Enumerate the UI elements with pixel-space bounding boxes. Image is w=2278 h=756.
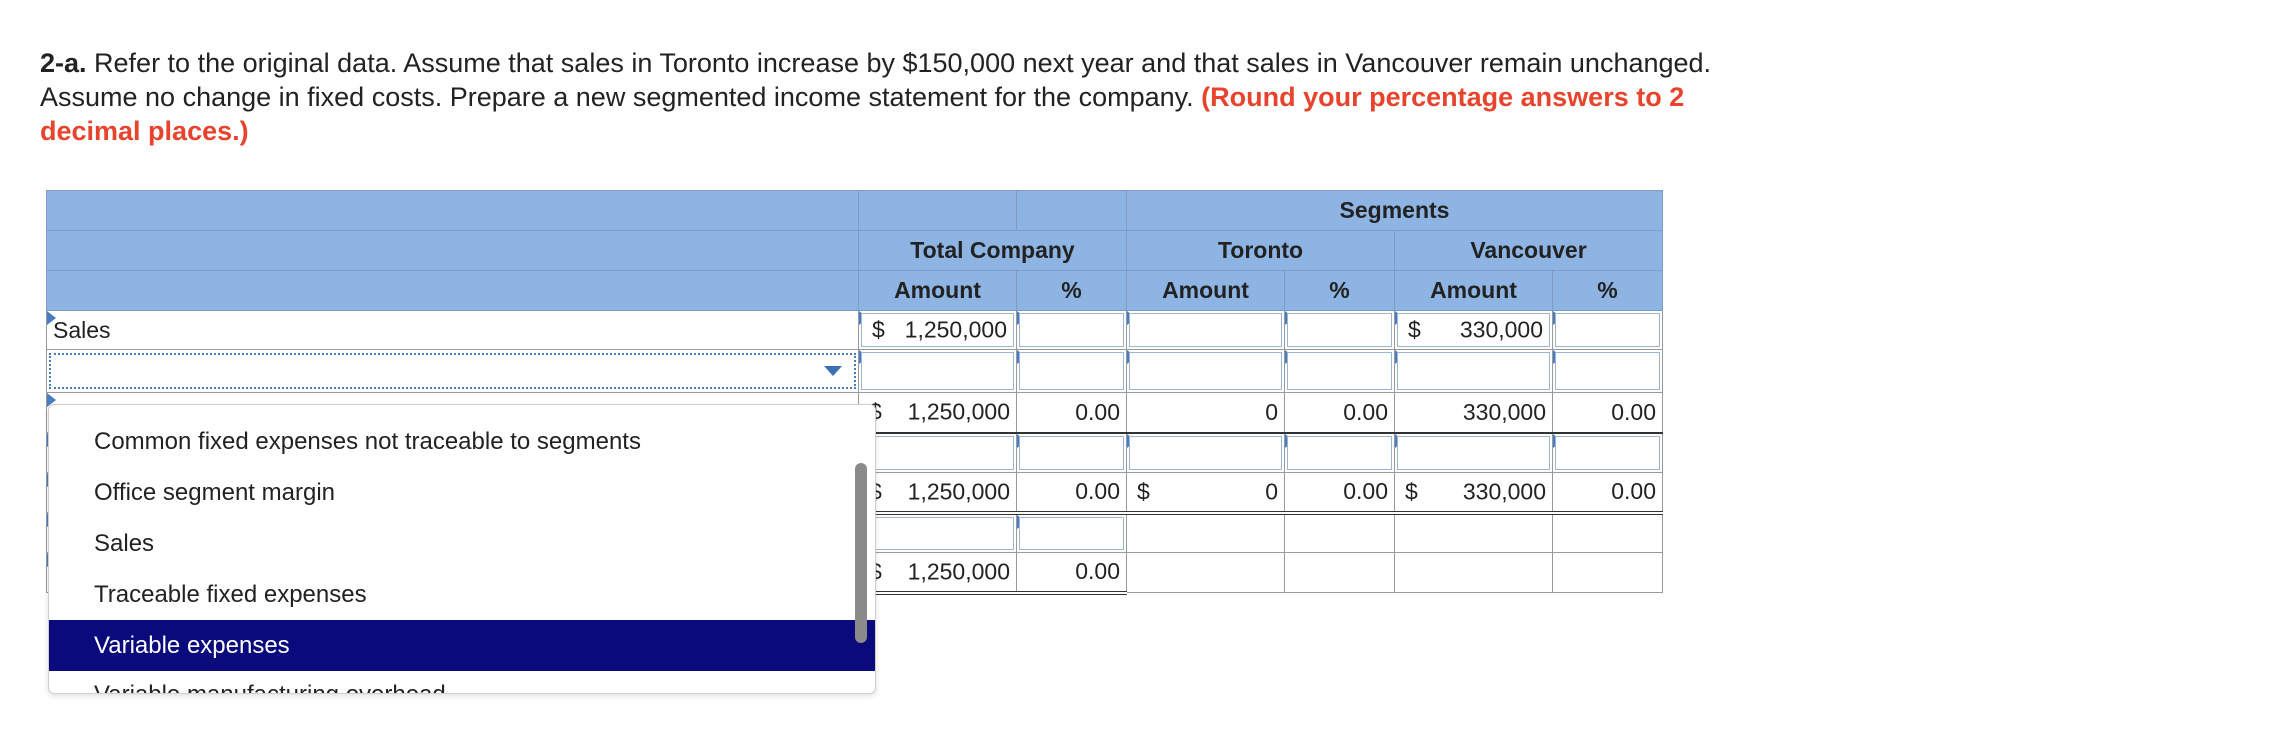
sales-toronto-percent-input[interactable] [1284, 310, 1395, 350]
row6-total-percent-input[interactable] [1016, 512, 1127, 553]
header-row-columns: Amount % Amount % Amount % [46, 270, 1663, 311]
row5-total-percent: 0.00 [1016, 472, 1127, 515]
vancouver-header: Vancouver [1394, 230, 1663, 271]
sales-vancouver-amount-input[interactable]: $330,000 [1394, 310, 1553, 350]
segments-header: Segments [1126, 190, 1663, 231]
question-number: 2-a. [40, 48, 87, 78]
dropdown-option-common-fixed[interactable]: Common fixed expenses not traceable to s… [94, 428, 641, 455]
row-label: Sales [53, 316, 111, 343]
total-company-header: Total Company [858, 230, 1127, 271]
row5-total-amount: $1,250,000 [858, 472, 1017, 515]
row2-vancouver-amount-input[interactable] [1394, 349, 1553, 393]
dropdown-option-variable-mfg-overhead[interactable]: Variable manufacturing overhead [49, 671, 875, 693]
row7-total-amount: $1,250,000 [858, 552, 1017, 595]
row7-total-percent: 0.00 [1016, 552, 1127, 595]
sales-label-select[interactable]: Sales [46, 310, 859, 350]
label-dropdown-list[interactable]: Common fixed expenses not traceable to s… [48, 404, 876, 694]
dropdown-option-sales[interactable]: Sales [94, 530, 155, 557]
header-row-entities: Total Company Toronto Vancouver [46, 230, 1663, 271]
row6-total-amount-input[interactable] [858, 512, 1017, 553]
row4-toronto-amount-input[interactable] [1126, 432, 1285, 473]
vancouver-amount-header: Amount [1394, 270, 1553, 311]
table-row [46, 349, 1663, 393]
row2-total-amount-input[interactable] [858, 349, 1017, 393]
row3-vancouver-percent: 0.00 [1552, 392, 1663, 434]
toronto-header: Toronto [1126, 230, 1395, 271]
row2-toronto-amount-input[interactable] [1126, 349, 1285, 393]
dropdown-option-traceable-fixed[interactable]: Traceable fixed expenses [94, 581, 367, 608]
sales-total-amount-input[interactable]: $1,250,000 [858, 310, 1017, 350]
row5-toronto-amount: $0 [1126, 472, 1285, 515]
row4-vancouver-amount-input[interactable] [1394, 432, 1553, 473]
dropdown-option-variable-expenses[interactable]: Variable expenses [49, 620, 875, 671]
row4-total-amount-input[interactable] [858, 432, 1017, 473]
toronto-amount-header: Amount [1126, 270, 1285, 311]
question-body: Refer to the original data. Assume that … [40, 48, 1712, 112]
row3-toronto-amount: 0 [1126, 392, 1285, 434]
row5-vancouver-percent: 0.00 [1552, 472, 1663, 515]
toronto-percent-header: % [1284, 270, 1395, 311]
row3-total-percent: 0.00 [1016, 392, 1127, 434]
row5-toronto-percent: 0.00 [1284, 472, 1395, 515]
rounding-note: (Round your percentage answers to 2 deci… [40, 82, 1685, 146]
dropdown-option-office-segment-margin[interactable]: Office segment margin [94, 479, 335, 506]
row4-vancouver-percent-input[interactable] [1552, 432, 1663, 473]
row5-vancouver-amount: $330,000 [1394, 472, 1553, 515]
sales-vancouver-percent-input[interactable] [1552, 310, 1663, 350]
dropdown-scrollbar[interactable] [855, 463, 867, 643]
row3-toronto-percent: 0.00 [1284, 392, 1395, 434]
sales-total-percent-input[interactable] [1016, 310, 1127, 350]
total-amount-header: Amount [858, 270, 1017, 311]
row3-total-amount: $1,250,000 [858, 392, 1017, 434]
row4-total-percent-input[interactable] [1016, 432, 1127, 473]
row3-vancouver-amount: 330,000 [1394, 392, 1553, 434]
header-row-segments: Segments [46, 190, 1663, 231]
row2-vancouver-percent-input[interactable] [1552, 349, 1663, 393]
row2-label-select[interactable] [46, 349, 859, 393]
row2-toronto-percent-input[interactable] [1284, 349, 1395, 393]
row4-toronto-percent-input[interactable] [1284, 432, 1395, 473]
sales-toronto-amount-input[interactable] [1126, 310, 1285, 350]
row2-total-percent-input[interactable] [1016, 349, 1127, 393]
chevron-down-icon[interactable] [824, 366, 842, 376]
total-percent-header: % [1016, 270, 1127, 311]
table-row: Sales $1,250,000 $330,000 [46, 310, 1663, 350]
question-text: 2-a. Refer to the original data. Assume … [40, 46, 1760, 148]
vancouver-percent-header: % [1552, 270, 1663, 311]
